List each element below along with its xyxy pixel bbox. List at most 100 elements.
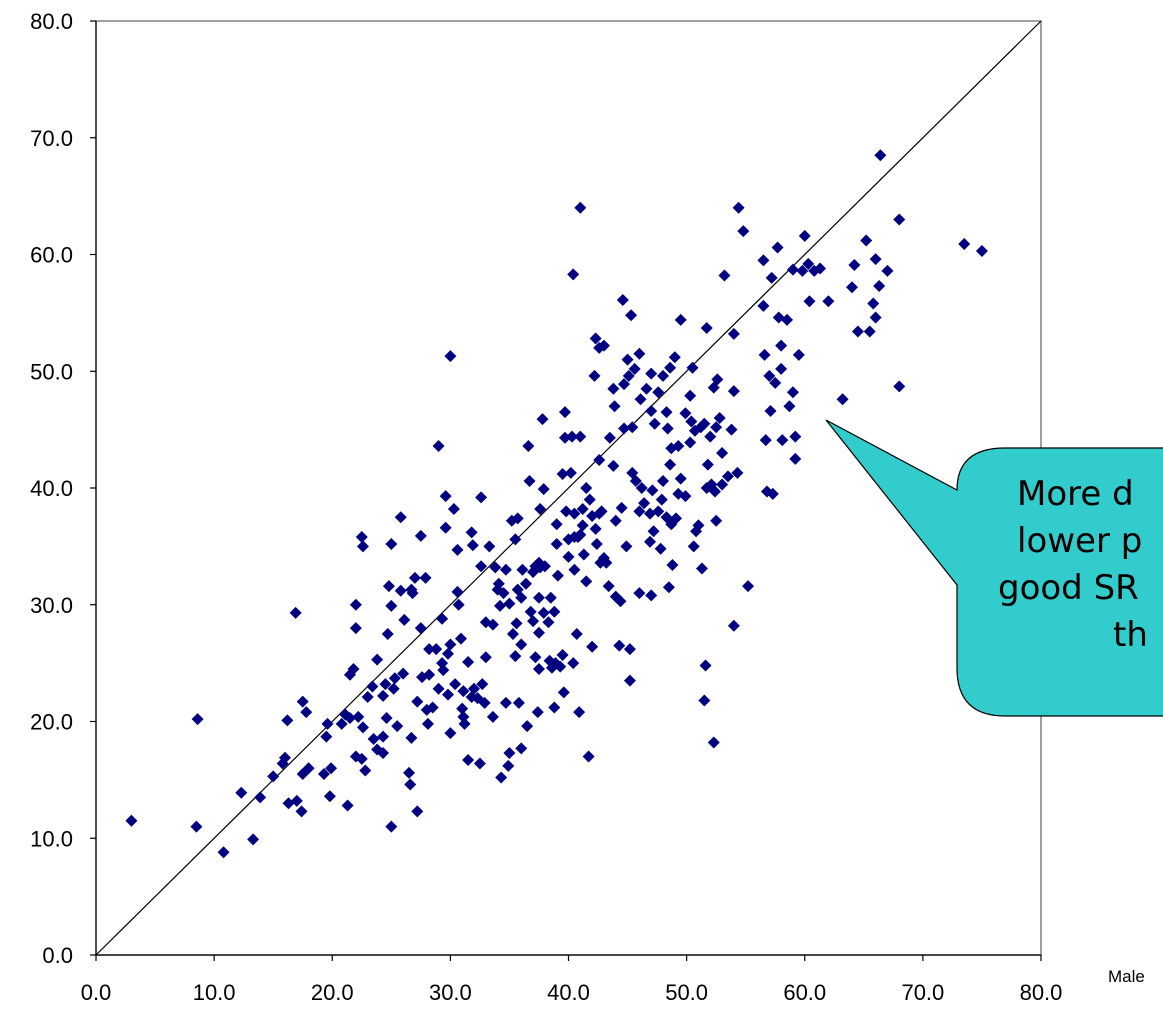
data-point <box>775 362 788 375</box>
data-point <box>698 694 711 707</box>
data-point <box>397 667 410 680</box>
data-point <box>442 647 455 660</box>
data-point <box>564 466 577 479</box>
data-point <box>414 622 427 635</box>
data-point <box>562 550 575 563</box>
data-point <box>295 805 308 818</box>
data-point <box>580 575 593 588</box>
data-point <box>851 325 864 338</box>
y-tick-label: 80.0 <box>30 9 73 34</box>
data-point <box>727 619 740 632</box>
data-point <box>607 459 620 472</box>
data-point <box>684 436 697 449</box>
data-point <box>570 627 583 640</box>
data-point <box>616 294 629 307</box>
data-point <box>544 591 557 604</box>
data-point <box>685 415 698 428</box>
data-point <box>534 503 547 516</box>
x-tick-label: 0.0 <box>81 980 112 1005</box>
data-point <box>758 348 771 361</box>
data-point <box>603 431 616 444</box>
data-point <box>623 674 636 687</box>
x-tick-label: 10.0 <box>193 980 236 1005</box>
data-point <box>439 521 452 534</box>
data-point <box>863 325 876 338</box>
data-point <box>672 439 685 452</box>
data-point <box>629 474 642 487</box>
data-point <box>867 297 880 310</box>
data-point <box>652 386 665 399</box>
data-point <box>405 731 418 744</box>
data-point <box>537 606 550 619</box>
data-point <box>436 612 449 625</box>
data-point <box>343 711 356 724</box>
callout-line-3: good SR <box>998 568 1139 608</box>
data-point <box>737 225 750 238</box>
data-point <box>359 764 372 777</box>
data-point <box>430 643 443 656</box>
data-point <box>711 373 724 386</box>
x-tick-label: 80.0 <box>1020 980 1063 1005</box>
data-point <box>727 327 740 340</box>
data-point <box>789 430 802 443</box>
data-point <box>881 264 894 277</box>
data-point <box>385 820 398 833</box>
data-point <box>814 262 827 275</box>
data-point <box>506 627 519 640</box>
data-point <box>385 538 398 551</box>
data-point <box>451 543 464 556</box>
data-point <box>388 672 401 685</box>
data-point <box>789 452 802 465</box>
data-point <box>523 474 536 487</box>
data-point <box>478 696 491 709</box>
data-point <box>623 643 636 656</box>
data-point <box>439 490 452 503</box>
data-point <box>423 643 436 656</box>
data-point <box>449 678 462 691</box>
data-point <box>442 688 455 701</box>
data-point <box>786 386 799 399</box>
data-point <box>486 618 499 631</box>
data-point <box>426 701 439 714</box>
data-point <box>589 522 602 535</box>
data-point <box>516 563 529 576</box>
data-point <box>781 313 794 326</box>
data-point <box>321 717 334 730</box>
data-point <box>499 696 512 709</box>
data-point <box>536 413 549 426</box>
data-point <box>595 505 608 518</box>
data-point <box>254 791 267 804</box>
x-tick-label: 20.0 <box>311 980 354 1005</box>
x-tick-label: 30.0 <box>429 980 472 1005</box>
data-point <box>349 598 362 611</box>
data-point <box>798 229 811 242</box>
data-point <box>657 474 669 487</box>
data-point <box>848 259 861 272</box>
data-point <box>628 362 641 375</box>
data-point <box>710 514 723 527</box>
data-point <box>648 417 661 430</box>
data-point <box>502 759 515 772</box>
data-point <box>607 382 620 395</box>
data-point <box>455 632 468 645</box>
data-point <box>836 393 849 406</box>
data-point <box>771 241 784 254</box>
data-point <box>394 584 407 597</box>
data-point <box>394 511 407 524</box>
data-point <box>586 640 599 653</box>
data-point <box>640 382 653 395</box>
data-point <box>217 846 230 859</box>
data-point <box>776 434 789 447</box>
data-point <box>519 577 532 590</box>
data-point <box>707 736 720 749</box>
data-point <box>684 389 697 402</box>
x-tick-label: 60.0 <box>783 980 826 1005</box>
y-tick-label: 10.0 <box>30 826 73 851</box>
data-point <box>792 348 805 361</box>
data-point <box>466 539 479 552</box>
data-point <box>493 599 506 612</box>
y-tick-label: 40.0 <box>30 476 73 501</box>
callout-line-1: More d <box>1017 474 1134 514</box>
data-point <box>633 347 646 360</box>
data-point <box>602 580 615 593</box>
